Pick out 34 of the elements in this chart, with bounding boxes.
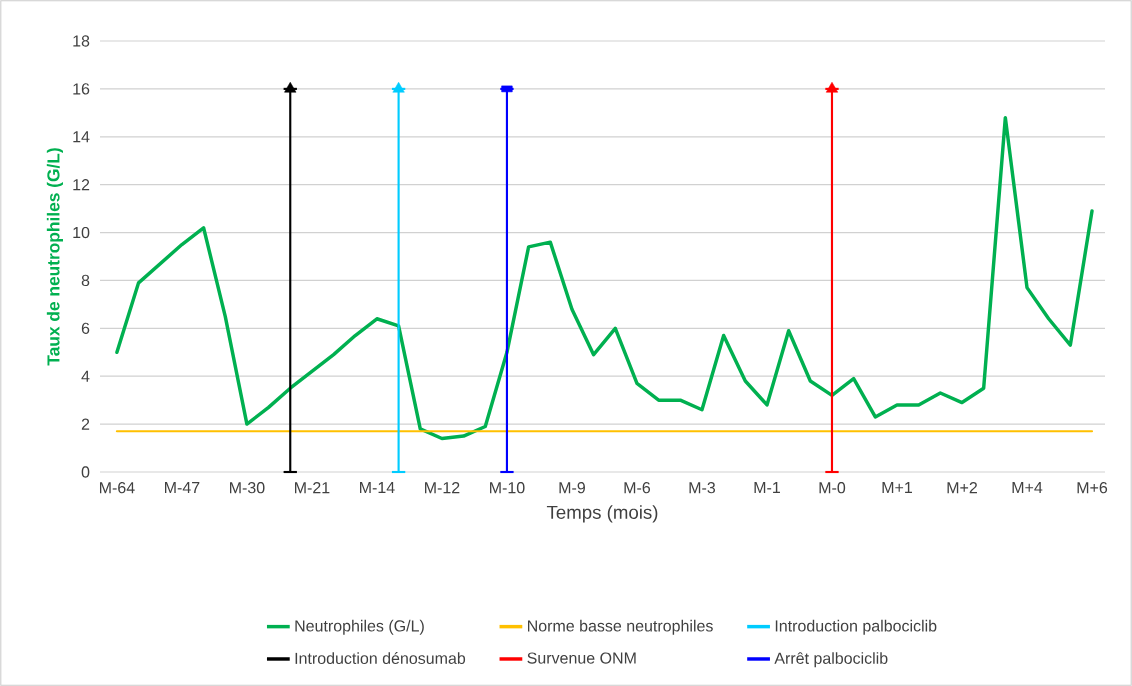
- y-tick-label: 14: [73, 131, 90, 143]
- x-tick-label: M-6: [624, 482, 651, 494]
- x-tick-label: M+2: [947, 482, 977, 494]
- x-tick-label: M-0: [819, 482, 846, 494]
- x-tick-label: M-30: [230, 482, 265, 494]
- legend-label: Neutrophiles (G/L): [295, 619, 424, 635]
- x-tick-label: M-64: [99, 482, 135, 494]
- legend-label: Arrêt palbociclib: [774, 652, 888, 668]
- x-axis-title: Temps (mois): [546, 505, 658, 523]
- x-tick-label: M-12: [425, 482, 460, 494]
- x-tick-label: M-10: [490, 482, 525, 494]
- y-tick-label: 18: [73, 35, 90, 47]
- legend-label: Introduction dénosumab: [295, 652, 466, 665]
- x-tick-label: M-14: [360, 482, 395, 494]
- x-tick-label: M+6: [1077, 482, 1108, 494]
- legend-label: Survenue ONM: [527, 652, 636, 664]
- x-tick-label: M-21: [295, 482, 330, 494]
- y-tick-label: 2: [81, 418, 90, 430]
- x-tick-label: M-47: [165, 482, 200, 494]
- y-tick-label: 4: [81, 370, 90, 382]
- y-tick-label: 10: [73, 226, 90, 239]
- x-tick-label: M-3: [689, 482, 716, 494]
- y-tick-label: 8: [81, 274, 90, 287]
- x-tick-label: M-1: [754, 482, 780, 494]
- legend-label: Introduction palbociclib: [775, 619, 937, 635]
- legend-label: Norme basse neutrophiles: [528, 619, 713, 635]
- y-tick-label: 12: [73, 179, 90, 191]
- y-tick-label: 0: [81, 466, 90, 478]
- x-tick-label: M+4: [1012, 482, 1043, 494]
- y-axis-title: Taux de neutrophiles (G/L): [46, 148, 63, 366]
- y-tick-label: 16: [73, 83, 90, 95]
- x-tick-label: M+1: [882, 482, 912, 494]
- x-tick-label: M-9: [559, 482, 585, 494]
- y-tick-label: 6: [81, 322, 90, 334]
